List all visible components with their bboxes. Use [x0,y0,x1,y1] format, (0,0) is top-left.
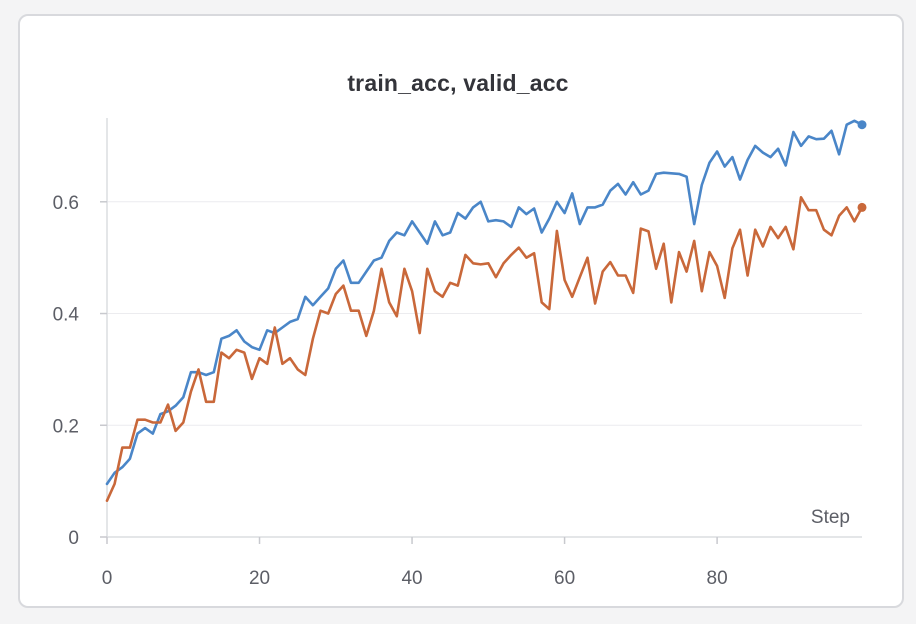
x-tick-label: 40 [401,568,422,589]
y-tick-label: 0.4 [53,305,80,326]
series-group [105,119,867,503]
grid-lines [107,201,862,426]
series-line-2 [105,196,864,503]
x-tick-label: 0 [102,568,113,589]
y-tick-label: 0 [68,528,79,549]
series-end-point-1 [857,120,867,130]
series-end-point-2 [857,202,867,212]
chart-title: train_acc, valid_acc [347,70,569,96]
y-tick-label: 0.2 [53,416,79,437]
y-ticks: 0 0.2 0.4 0.6 [53,193,107,549]
x-tick-label: 20 [249,568,270,589]
x-axis-label: Step [811,507,850,528]
y-tick-label: 0.6 [53,193,79,214]
chart-panel [18,14,904,608]
x-tick-label: 80 [707,568,728,589]
x-ticks: 0 20 40 60 80 [102,537,728,589]
series-line-1 [105,119,864,486]
x-tick-label: 60 [554,568,575,589]
axes [106,118,862,538]
